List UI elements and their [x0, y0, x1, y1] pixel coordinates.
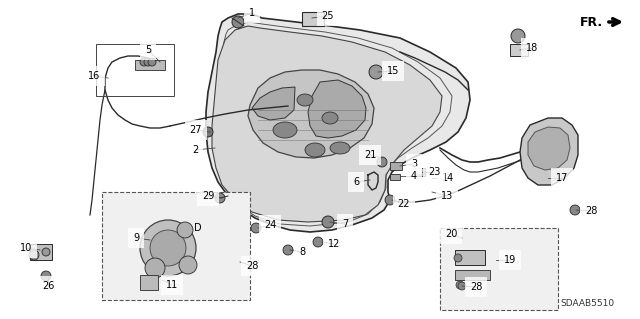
Ellipse shape [330, 142, 350, 154]
Circle shape [385, 195, 395, 205]
Text: 8: 8 [299, 247, 305, 257]
Circle shape [42, 248, 50, 256]
Bar [390, 174, 400, 180]
Text: 12: 12 [328, 239, 340, 249]
Text: 14: 14 [442, 173, 454, 183]
Circle shape [458, 282, 466, 290]
Bar [415, 168, 425, 176]
Bar [455, 270, 490, 280]
Bar [135, 60, 165, 70]
Ellipse shape [322, 112, 338, 124]
Circle shape [511, 29, 525, 43]
Text: 29: 29 [202, 191, 214, 201]
Text: 23: 23 [428, 167, 440, 177]
Circle shape [313, 237, 323, 247]
Bar [302, 12, 324, 26]
Polygon shape [520, 118, 578, 185]
Circle shape [251, 223, 261, 233]
Circle shape [232, 16, 244, 28]
Bar [96, 44, 174, 96]
Polygon shape [308, 80, 366, 138]
Ellipse shape [305, 143, 325, 157]
Circle shape [570, 205, 580, 215]
Ellipse shape [273, 122, 297, 138]
Text: 7: 7 [342, 219, 348, 229]
Text: 24: 24 [264, 220, 276, 230]
Text: 15: 15 [387, 66, 399, 76]
Polygon shape [212, 26, 442, 222]
Text: 27: 27 [189, 125, 202, 135]
Bar [102, 192, 250, 300]
Circle shape [322, 216, 334, 228]
Bar [440, 228, 558, 310]
Circle shape [369, 65, 383, 79]
Circle shape [454, 254, 462, 262]
Text: 1: 1 [249, 8, 255, 18]
Text: 3: 3 [411, 159, 417, 169]
Text: SDAAB5510: SDAAB5510 [560, 299, 614, 308]
Text: 22: 22 [397, 199, 410, 209]
Circle shape [215, 193, 225, 203]
Text: 28: 28 [246, 261, 258, 271]
Text: 25: 25 [322, 11, 334, 21]
Circle shape [177, 222, 193, 238]
Circle shape [203, 127, 213, 137]
Bar [30, 244, 52, 260]
Circle shape [29, 250, 39, 260]
Text: 13: 13 [441, 191, 453, 201]
Text: 20: 20 [445, 229, 457, 239]
Text: 6: 6 [353, 177, 359, 187]
Text: 9: 9 [133, 233, 139, 243]
Circle shape [179, 256, 197, 274]
Circle shape [456, 281, 464, 289]
Circle shape [140, 58, 148, 66]
Text: D: D [194, 223, 202, 233]
Circle shape [140, 220, 196, 276]
Text: 2: 2 [192, 145, 198, 155]
Circle shape [148, 58, 156, 66]
Text: 5: 5 [145, 45, 151, 55]
Polygon shape [252, 87, 295, 120]
Polygon shape [528, 127, 570, 170]
Text: 28: 28 [585, 206, 597, 216]
Text: FR.: FR. [580, 16, 603, 28]
Text: 16: 16 [88, 71, 100, 81]
Circle shape [377, 157, 387, 167]
Circle shape [144, 58, 152, 66]
Text: 21: 21 [364, 150, 376, 160]
Ellipse shape [297, 94, 313, 106]
Polygon shape [248, 70, 374, 158]
Text: 19: 19 [504, 255, 516, 265]
Text: 26: 26 [42, 281, 54, 291]
Text: 11: 11 [166, 280, 178, 290]
Polygon shape [206, 14, 470, 232]
Bar [455, 250, 485, 265]
Bar [510, 44, 528, 56]
Text: 4: 4 [411, 171, 417, 181]
Circle shape [41, 271, 51, 281]
Circle shape [283, 245, 293, 255]
Text: 10: 10 [20, 243, 32, 253]
Bar [140, 275, 158, 290]
Circle shape [150, 230, 186, 266]
Bar [390, 162, 402, 170]
Text: 17: 17 [556, 173, 568, 183]
Circle shape [145, 258, 165, 278]
Text: 18: 18 [526, 43, 538, 53]
Text: 28: 28 [470, 282, 482, 292]
